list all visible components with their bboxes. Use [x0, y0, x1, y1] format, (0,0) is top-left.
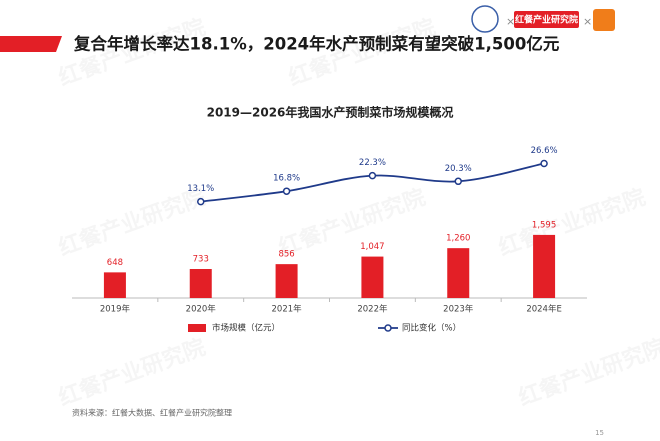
logo-box [514, 11, 579, 28]
line-marker [368, 171, 377, 180]
x-tick-label: 2022年 [357, 304, 388, 315]
line-value-label: 20.3% [445, 164, 472, 174]
bar-value-label: 1,047 [360, 242, 384, 252]
legend-swatch [384, 324, 392, 332]
line-marker [282, 187, 291, 195]
bar-value-label: 648 [107, 258, 123, 268]
line-value-label: 16.8% [273, 174, 300, 184]
chart-title: 2019—2026年我国水产预制菜市场规模概况 [207, 105, 454, 120]
bar [275, 264, 298, 298]
page-number: 15 [595, 429, 604, 437]
x-tick-label: 2024年E [526, 304, 562, 315]
x-tick-label: 2019年 [100, 304, 131, 315]
line-marker [540, 159, 548, 168]
legend-swatch [188, 324, 206, 332]
bar-value-label: 733 [193, 255, 209, 265]
legend-label: 同比变化（%） [402, 323, 461, 334]
bar-value-label: 1,595 [532, 220, 556, 230]
x-tick-label: 2023年 [443, 304, 474, 315]
bar [103, 272, 126, 298]
line-value-label: 22.3% [359, 158, 386, 168]
line-value-label: 26.6% [531, 146, 558, 156]
line-marker [454, 177, 462, 186]
bar-value-label: 1,260 [446, 234, 470, 244]
source: 资料来源：红餐大数据、红餐产业研究院整理 [72, 408, 232, 418]
x-tick-label: 2021年 [272, 304, 303, 315]
bar [189, 269, 212, 298]
header-bar [0, 36, 62, 52]
x-tick-label: 2020年 [186, 304, 217, 315]
legend-label: 市场规模（亿元） [212, 323, 280, 334]
logo-text: 红餐产业研究院 [515, 14, 578, 26]
logo-emblem [471, 5, 499, 33]
logo-separator: × [506, 15, 515, 28]
line-value-label: 13.1% [187, 184, 214, 194]
page-title: 复合年增长率达18.1%，2024年水产预制菜有望突破1,500亿元 [73, 34, 560, 54]
bar [447, 248, 470, 298]
bar [361, 256, 384, 298]
bar-value-label: 856 [278, 250, 294, 260]
logo-separator: × [583, 15, 592, 28]
line-marker [197, 197, 205, 206]
bar [533, 234, 556, 298]
logo-mark [593, 9, 615, 31]
